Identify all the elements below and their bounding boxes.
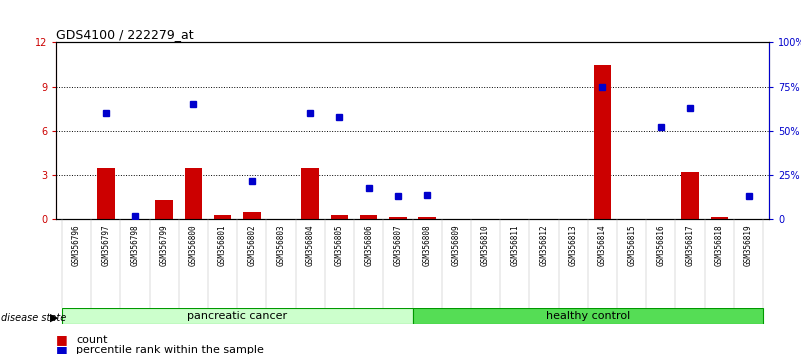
Text: GSM356810: GSM356810 <box>481 224 490 266</box>
Text: ■: ■ <box>56 333 68 346</box>
Text: GSM356813: GSM356813 <box>569 224 578 266</box>
Text: pancreatic cancer: pancreatic cancer <box>187 311 288 321</box>
Bar <box>155 200 173 219</box>
Bar <box>418 217 436 219</box>
Text: count: count <box>76 335 107 345</box>
Text: GSM356809: GSM356809 <box>452 224 461 266</box>
Text: GSM356812: GSM356812 <box>540 224 549 266</box>
Bar <box>682 172 698 219</box>
Bar <box>594 65 611 219</box>
Bar <box>214 215 231 219</box>
Bar <box>243 212 260 219</box>
Bar <box>97 168 115 219</box>
Text: GDS4100 / 222279_at: GDS4100 / 222279_at <box>56 28 194 41</box>
Bar <box>331 215 348 219</box>
Text: ▶: ▶ <box>50 313 58 322</box>
Text: healthy control: healthy control <box>545 311 630 321</box>
Text: GSM356797: GSM356797 <box>101 224 111 266</box>
Text: GSM356796: GSM356796 <box>72 224 81 266</box>
Text: GSM356818: GSM356818 <box>714 224 724 266</box>
Text: disease state: disease state <box>1 313 66 322</box>
Text: GSM356799: GSM356799 <box>159 224 169 266</box>
Text: GSM356807: GSM356807 <box>393 224 402 266</box>
Text: GSM356800: GSM356800 <box>189 224 198 266</box>
Bar <box>184 168 202 219</box>
Text: GSM356817: GSM356817 <box>686 224 694 266</box>
Text: GSM356801: GSM356801 <box>218 224 227 266</box>
Text: GSM356815: GSM356815 <box>627 224 636 266</box>
Text: GSM356803: GSM356803 <box>276 224 285 266</box>
Text: GSM356805: GSM356805 <box>335 224 344 266</box>
Text: GSM356806: GSM356806 <box>364 224 373 266</box>
Bar <box>360 215 377 219</box>
Text: GSM356811: GSM356811 <box>510 224 519 266</box>
Text: GSM356814: GSM356814 <box>598 224 607 266</box>
Text: GSM356798: GSM356798 <box>131 224 139 266</box>
Bar <box>389 217 407 219</box>
Bar <box>710 217 728 219</box>
Text: GSM356819: GSM356819 <box>744 224 753 266</box>
Bar <box>413 308 763 324</box>
Text: GSM356804: GSM356804 <box>306 224 315 266</box>
Text: GSM356808: GSM356808 <box>423 224 432 266</box>
Text: percentile rank within the sample: percentile rank within the sample <box>76 346 264 354</box>
Text: ■: ■ <box>56 344 68 354</box>
Text: GSM356802: GSM356802 <box>248 224 256 266</box>
Bar <box>62 308 413 324</box>
Bar <box>301 168 319 219</box>
Text: GSM356816: GSM356816 <box>656 224 666 266</box>
